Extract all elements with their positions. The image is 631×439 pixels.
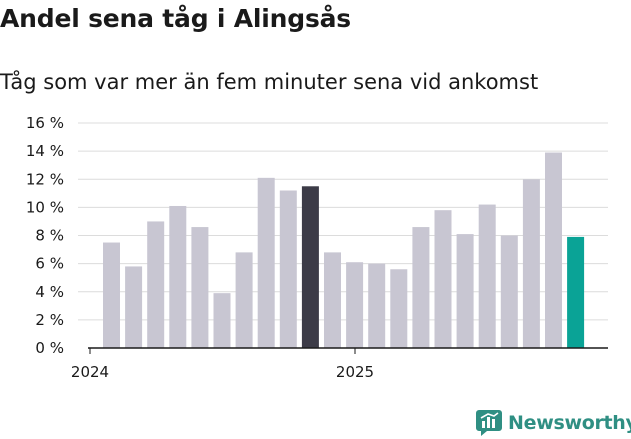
brand-name: Newsworthy <box>508 412 631 434</box>
bar <box>213 293 231 348</box>
bar <box>434 210 452 348</box>
newsworthy-logo: Newsworthy <box>476 408 631 438</box>
x-axis-ticks: 2024 2025 <box>71 348 374 381</box>
y-tick-label: 2 % <box>35 311 64 329</box>
x-tick-label: 2024 <box>71 363 109 381</box>
bar <box>456 234 474 348</box>
bar <box>567 236 585 348</box>
bar <box>390 269 408 348</box>
grid-lines <box>78 122 608 321</box>
bar <box>500 235 518 348</box>
bars <box>103 152 585 348</box>
bar <box>522 179 540 348</box>
chart-title: Andel sena tåg i Alingsås <box>0 4 351 33</box>
bar <box>191 227 209 348</box>
bar-chart: 0 % 2 % 4 % 6 % 8 % 10 % 12 % 14 % 16 % 2024 2025 <box>26 114 608 381</box>
bar <box>301 186 319 348</box>
y-tick-label: 16 % <box>26 114 64 132</box>
newsworthy-logo-icon <box>476 410 502 436</box>
chart-subtitle: Tåg som var mer än fem minuter sena vid … <box>0 70 539 94</box>
bar <box>125 266 143 348</box>
bar <box>279 190 297 348</box>
bar <box>169 205 187 348</box>
y-tick-label: 0 % <box>35 339 64 357</box>
y-tick-label: 4 % <box>35 283 64 301</box>
y-tick-label: 12 % <box>26 170 64 188</box>
bar <box>478 204 496 348</box>
y-tick-label: 14 % <box>26 142 64 160</box>
y-axis-ticks: 0 % 2 % 4 % 6 % 8 % 10 % 12 % 14 % 16 % <box>26 114 64 357</box>
y-tick-label: 10 % <box>26 198 64 216</box>
bar <box>545 152 562 348</box>
y-tick-label: 8 % <box>35 227 64 245</box>
bar <box>235 252 253 348</box>
y-tick-label: 6 % <box>35 255 64 273</box>
x-tick-label: 2025 <box>336 363 374 381</box>
bar <box>103 242 120 348</box>
bar <box>412 227 430 348</box>
bar <box>257 177 275 348</box>
bar <box>324 252 341 348</box>
bar <box>346 262 364 348</box>
bar <box>147 221 165 348</box>
bar <box>368 263 386 348</box>
